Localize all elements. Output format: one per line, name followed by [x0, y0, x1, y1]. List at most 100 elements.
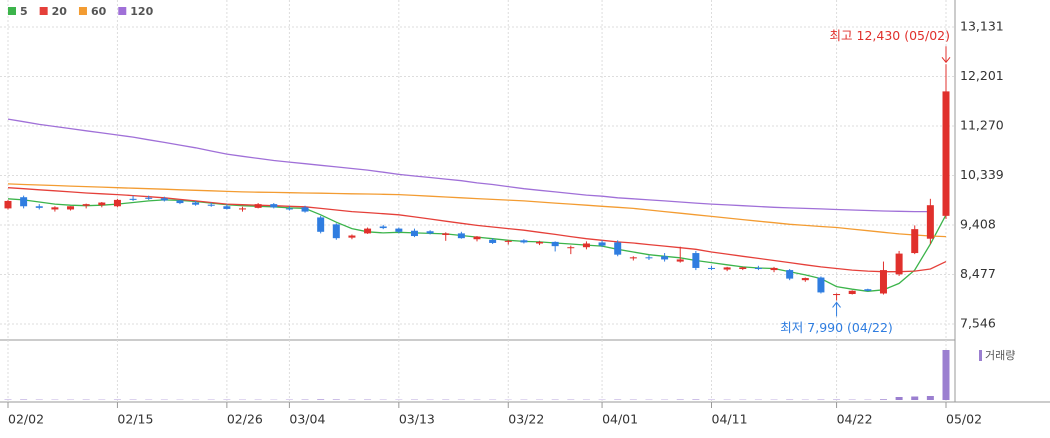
- candle-body: [364, 229, 371, 234]
- candle-body: [599, 242, 606, 245]
- candle-body: [614, 242, 621, 254]
- volume-legend-label: 거래량: [985, 349, 1015, 362]
- candle-body: [833, 294, 840, 295]
- candle-body: [5, 201, 12, 208]
- x-tick-label: 05/02: [946, 412, 982, 427]
- candle-body: [302, 207, 309, 211]
- candle-body: [849, 291, 856, 294]
- volume-bar: [927, 396, 934, 400]
- high-annotation: 최고 12,430 (05/02): [830, 28, 950, 43]
- legend-label: 20: [52, 5, 68, 18]
- x-tick-label: 02/15: [117, 412, 153, 427]
- candle-body: [317, 217, 324, 231]
- candle-body: [771, 268, 778, 270]
- candle-body: [333, 224, 340, 238]
- candle-body: [458, 233, 465, 238]
- candle-body: [692, 253, 699, 268]
- candle-body: [630, 257, 637, 258]
- candle-body: [943, 91, 950, 215]
- candle-body: [223, 206, 230, 209]
- candle-body: [255, 204, 262, 208]
- candle-body: [567, 247, 574, 248]
- x-tick-label: 02/02: [8, 412, 44, 427]
- candle-body: [536, 242, 543, 244]
- x-tick-label: 03/13: [399, 412, 435, 427]
- candle-body: [176, 200, 183, 203]
- candle-body: [755, 268, 762, 269]
- candle-body: [677, 259, 684, 261]
- low-annotation: 최저 7,990 (04/22): [780, 320, 893, 335]
- volume-bar: [333, 400, 340, 401]
- candle-body: [36, 206, 43, 208]
- volume-bar: [317, 399, 324, 400]
- candle-body: [505, 241, 512, 242]
- x-tick-label: 03/22: [508, 412, 544, 427]
- candle-body: [83, 204, 90, 206]
- x-tick-label: 04/01: [602, 412, 638, 427]
- legend-label: 5: [20, 5, 28, 18]
- x-tick-label: 04/22: [837, 412, 873, 427]
- candle-body: [161, 198, 168, 200]
- candle-body: [145, 198, 152, 199]
- y-tick-label: 13,131: [960, 19, 1004, 34]
- candle-body: [645, 257, 652, 258]
- candle-body: [724, 267, 731, 269]
- candle-body: [395, 229, 402, 232]
- candle-body: [864, 289, 871, 291]
- candle-body: [489, 240, 496, 243]
- candle-body: [739, 267, 746, 269]
- volume-bar: [896, 397, 903, 400]
- candle-body: [192, 203, 199, 205]
- candle-body: [583, 243, 590, 247]
- candle-body: [286, 208, 293, 209]
- volume-bar: [692, 400, 699, 401]
- candle-body: [51, 207, 58, 209]
- candle-body: [427, 231, 434, 233]
- candle-body: [380, 226, 387, 228]
- candle-body: [270, 204, 277, 207]
- y-tick-label: 7,546: [960, 316, 996, 331]
- x-tick-label: 02/26: [227, 412, 263, 427]
- y-tick-label: 10,339: [960, 167, 1004, 182]
- candle-body: [411, 231, 418, 236]
- candle-body: [348, 236, 355, 238]
- candle-body: [239, 208, 246, 209]
- y-tick-label: 11,270: [960, 117, 1004, 132]
- candle-body: [474, 237, 481, 240]
- candle-body: [208, 205, 215, 206]
- x-tick-label: 04/11: [712, 412, 748, 427]
- candle-body: [880, 270, 887, 293]
- legend-swatch: [40, 7, 48, 15]
- candle-body: [786, 270, 793, 279]
- candle-body: [896, 254, 903, 275]
- candle-body: [552, 242, 559, 246]
- candle-body: [130, 199, 137, 200]
- y-tick-label: 9,408: [960, 216, 996, 231]
- candle-body: [911, 229, 918, 253]
- candle-body: [817, 278, 824, 293]
- volume-bar: [911, 397, 918, 401]
- y-tick-label: 8,477: [960, 266, 996, 281]
- legend-swatch: [79, 7, 87, 15]
- volume-legend-swatch: [979, 350, 982, 361]
- candle-body: [927, 205, 934, 239]
- legend-swatch: [8, 7, 16, 15]
- candle-body: [20, 197, 27, 206]
- volume-bar: [943, 350, 950, 400]
- candle-body: [114, 200, 121, 206]
- legend-label: 120: [130, 5, 153, 18]
- legend-label: 60: [91, 5, 107, 18]
- candle-body: [442, 233, 449, 235]
- legend-swatch: [118, 7, 126, 15]
- candle-body: [661, 256, 668, 259]
- x-tick-label: 03/04: [289, 412, 325, 427]
- y-tick-label: 12,201: [960, 68, 1004, 83]
- candle-body: [708, 268, 715, 269]
- volume-bar: [880, 399, 887, 400]
- candle-body: [520, 240, 527, 242]
- candle-body: [802, 278, 809, 280]
- candle-body: [98, 203, 105, 206]
- candle-body: [67, 206, 74, 209]
